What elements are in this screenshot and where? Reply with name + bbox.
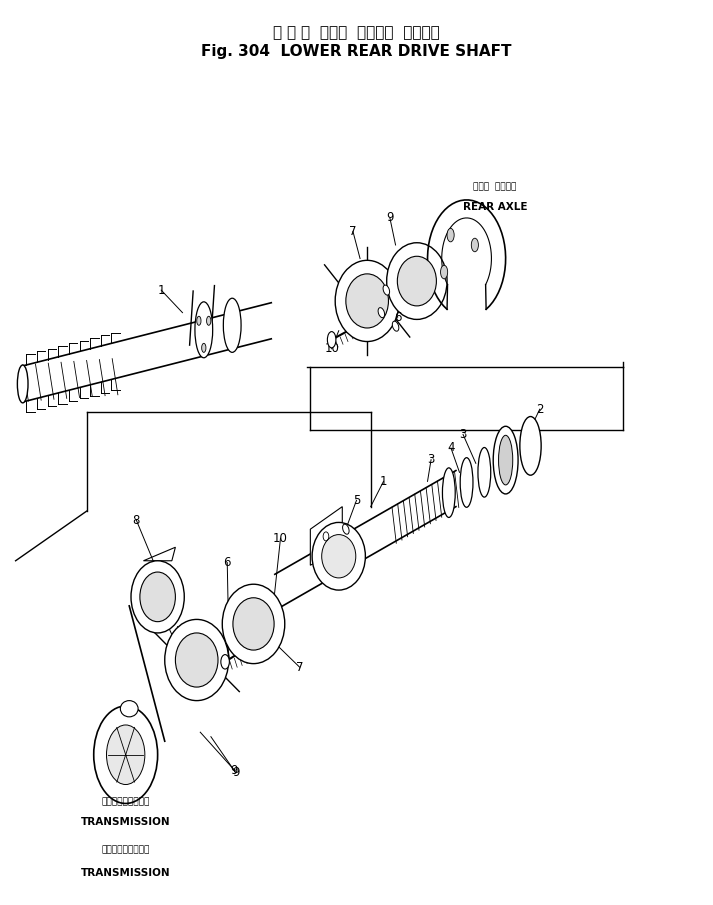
Ellipse shape	[460, 458, 473, 508]
Text: 7: 7	[349, 225, 356, 238]
Text: 6: 6	[394, 310, 401, 324]
Text: 1: 1	[380, 475, 387, 488]
Ellipse shape	[312, 522, 365, 590]
Ellipse shape	[223, 299, 241, 352]
Ellipse shape	[378, 308, 384, 318]
Text: 9: 9	[232, 767, 240, 779]
Ellipse shape	[443, 468, 455, 518]
Text: 9: 9	[386, 212, 394, 224]
Text: 5: 5	[353, 494, 360, 507]
Text: 10: 10	[324, 342, 339, 356]
Ellipse shape	[346, 274, 389, 328]
Ellipse shape	[498, 435, 513, 485]
Ellipse shape	[386, 243, 447, 319]
Ellipse shape	[447, 228, 454, 242]
Text: リヤー  アクスル: リヤー アクスル	[473, 182, 517, 191]
Ellipse shape	[17, 365, 28, 403]
Text: TRANSMISSION: TRANSMISSION	[81, 817, 170, 827]
Ellipse shape	[140, 572, 175, 622]
Text: トランスミッション: トランスミッション	[101, 845, 150, 854]
Text: トランスミッション: トランスミッション	[101, 797, 150, 806]
Text: 2: 2	[536, 403, 543, 415]
Text: ロ ワ ー  リヤー  ドライブ  シャフト: ロ ワ ー リヤー ドライブ シャフト	[273, 25, 440, 41]
Ellipse shape	[335, 261, 399, 341]
Ellipse shape	[106, 725, 145, 785]
Ellipse shape	[165, 619, 229, 700]
Ellipse shape	[207, 316, 211, 325]
Polygon shape	[143, 548, 175, 561]
Ellipse shape	[342, 524, 349, 534]
Ellipse shape	[327, 331, 336, 348]
Ellipse shape	[478, 447, 491, 497]
Ellipse shape	[322, 535, 356, 578]
Ellipse shape	[233, 598, 274, 650]
Ellipse shape	[493, 426, 518, 494]
Text: 4: 4	[447, 442, 455, 454]
Text: 6: 6	[223, 556, 231, 569]
Text: Fig. 304  LOWER REAR DRIVE SHAFT: Fig. 304 LOWER REAR DRIVE SHAFT	[201, 43, 512, 59]
Text: 8: 8	[133, 514, 140, 527]
Ellipse shape	[202, 343, 206, 352]
Ellipse shape	[397, 256, 436, 306]
Ellipse shape	[131, 561, 184, 633]
Text: REAR AXLE: REAR AXLE	[463, 202, 527, 212]
Text: TRANSMISSION: TRANSMISSION	[81, 868, 170, 878]
Ellipse shape	[383, 285, 389, 295]
Ellipse shape	[175, 633, 218, 687]
Text: 1: 1	[158, 283, 165, 297]
Ellipse shape	[197, 316, 201, 325]
Ellipse shape	[93, 706, 158, 804]
Text: 3: 3	[459, 428, 467, 441]
Ellipse shape	[222, 585, 284, 663]
Text: 7: 7	[296, 661, 304, 673]
Text: 10: 10	[273, 532, 288, 545]
Ellipse shape	[471, 238, 478, 252]
Ellipse shape	[221, 654, 230, 669]
Ellipse shape	[441, 265, 448, 279]
Ellipse shape	[392, 321, 399, 331]
Text: 3: 3	[427, 453, 435, 466]
Polygon shape	[310, 507, 342, 566]
Ellipse shape	[120, 700, 138, 717]
Ellipse shape	[520, 416, 541, 475]
Text: 9: 9	[230, 764, 238, 776]
Ellipse shape	[195, 302, 212, 357]
